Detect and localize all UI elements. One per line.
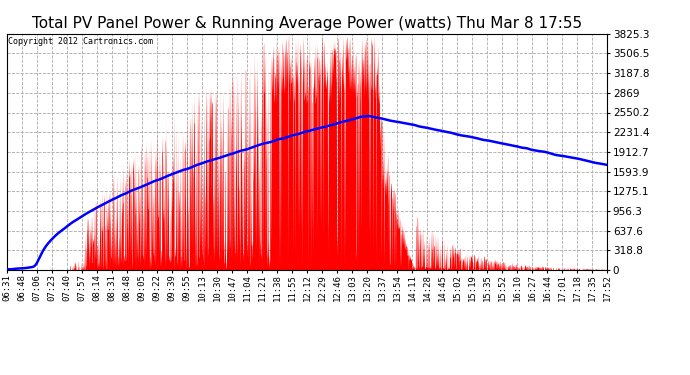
Text: Copyright 2012 Cartronics.com: Copyright 2012 Cartronics.com xyxy=(8,37,153,46)
Title: Total PV Panel Power & Running Average Power (watts) Thu Mar 8 17:55: Total PV Panel Power & Running Average P… xyxy=(32,16,582,31)
